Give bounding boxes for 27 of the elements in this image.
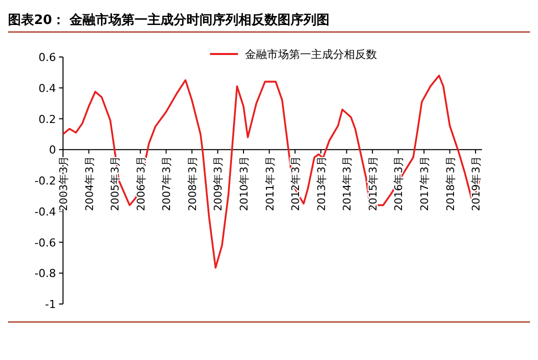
x-tick-label: 2016年3月 (393, 156, 406, 212)
y-tick-label: 0 (49, 144, 56, 157)
x-tick-label: 2013年3月 (316, 156, 328, 212)
y-tick-label: -0.6 (34, 236, 56, 250)
x-tick-label: 2007年3月 (161, 156, 174, 212)
y-tick-label: 0.4 (38, 82, 56, 95)
y-tick-label: -0.2 (34, 174, 56, 188)
x-tick-label: 2004年3月 (84, 156, 96, 212)
y-tick-label: -0.4 (34, 205, 56, 218)
y-tick-label: 0.2 (38, 112, 56, 126)
y-tick-label: -1 (45, 298, 56, 311)
x-tick-label: 2006年3月 (135, 156, 148, 212)
chart-title: 图表20： 金融市场第一主成分时间序列相反数图序列图 (8, 12, 330, 28)
x-tick-label: 2014年3月 (342, 156, 354, 212)
x-tick-label: 2015年3月 (367, 156, 380, 212)
legend-label: 金融市场第一主成分相反数 (245, 48, 377, 61)
y-tick-label: -0.8 (34, 267, 56, 280)
x-tick-label: 2017年3月 (418, 156, 431, 212)
x-tick-label: 2011年3月 (264, 156, 276, 212)
y-tick-label: 0.6 (38, 51, 56, 64)
x-tick-label: 2019年3月 (470, 156, 483, 212)
x-tick-label: 2010年3月 (238, 156, 250, 212)
x-tick-label: 2018年3月 (444, 156, 457, 212)
x-tick-label: 2009年3月 (212, 156, 225, 212)
x-tick-label: 2008年3月 (186, 156, 199, 212)
x-tick-label: 2012年3月 (290, 156, 302, 212)
x-tick-label: 2005年3月 (110, 156, 122, 212)
